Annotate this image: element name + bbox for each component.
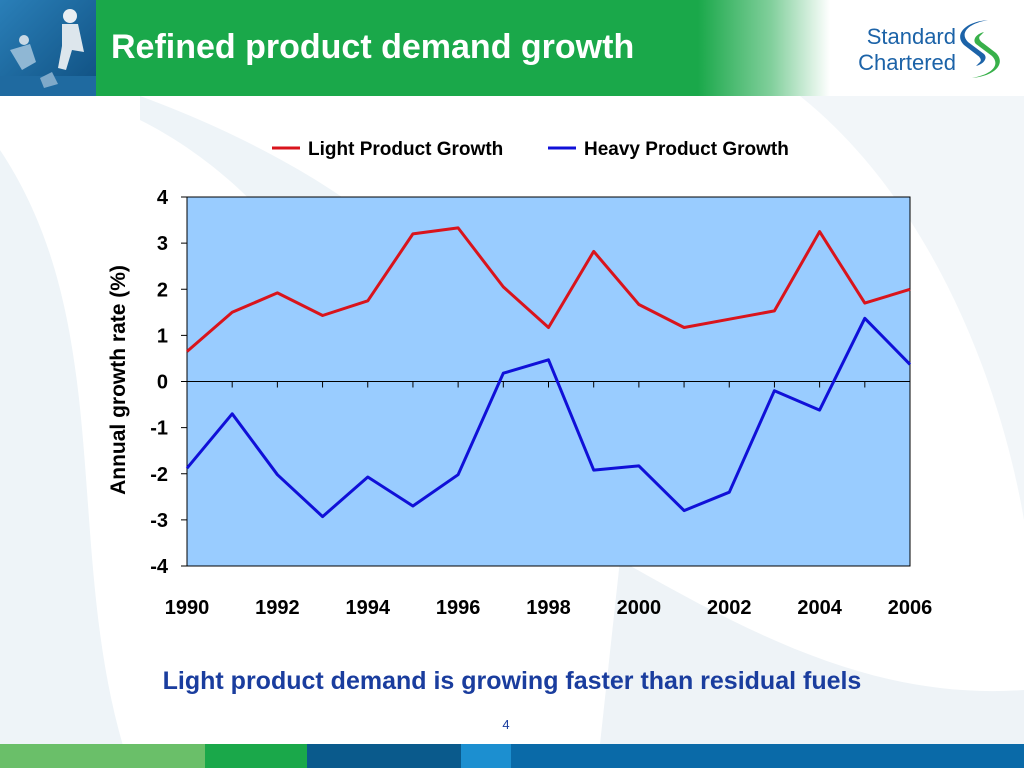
legend-label: Light Product Growth (308, 139, 503, 160)
page-number: 4 (502, 717, 510, 732)
y-tick-label: 3 (157, 233, 168, 255)
logo-text: Standard Chartered (844, 24, 956, 76)
y-tick-label: 2 (157, 279, 168, 301)
logo-line-1: Standard (866, 24, 956, 49)
y-axis-label: Annual growth rate (%) (107, 265, 130, 495)
header-photo (0, 0, 96, 96)
y-tick-label: 0 (157, 372, 168, 394)
y-tick-label: -1 (150, 418, 168, 440)
header-band (96, 0, 830, 96)
footer-segment (0, 744, 205, 768)
legend-label: Heavy Product Growth (584, 139, 789, 160)
x-tick-label: 1996 (436, 597, 481, 619)
series-line-heavy-product (185, 316, 912, 519)
footer-segment (461, 744, 511, 768)
y-tick-label: 4 (157, 187, 169, 209)
x-tick-label: 2004 (797, 597, 842, 619)
x-tick-label: 2002 (707, 597, 752, 619)
footer-segment (307, 744, 461, 768)
x-tick-label: 1998 (526, 597, 571, 619)
footer-segment (511, 744, 1024, 768)
standard-chartered-logo: Standard Chartered (844, 18, 1004, 80)
slide-caption: Light product demand is growing faster t… (162, 667, 862, 695)
series-line-light-product (186, 226, 911, 353)
logo-swirl-icon (960, 20, 1000, 78)
chart-legend: Light Product Growth Heavy Product Growth (272, 139, 789, 160)
x-tick-label: 1990 (165, 597, 210, 619)
slide-title: Refined product demand growth (111, 28, 635, 66)
x-tick-label: 2006 (888, 597, 933, 619)
logo-line-2: Chartered (858, 50, 956, 75)
footer-color-bar (0, 744, 1024, 768)
y-tick-label: -2 (150, 464, 168, 486)
footer-segment (205, 744, 307, 768)
y-tick-label: 1 (157, 325, 168, 347)
x-tick-label: 1992 (255, 597, 300, 619)
x-tick-label: 2000 (617, 597, 662, 619)
line-chart: Light Product Growth Heavy Product Growth… (107, 139, 932, 619)
plot-area: 4 3 2 1 0 -1 -2 -3 -4 1990 1992 1994 1996 1998 2000 200… (150, 187, 932, 619)
y-tick-label: -3 (150, 510, 168, 532)
y-tick-label: -4 (150, 556, 169, 578)
x-tick-label: 1994 (346, 597, 391, 619)
